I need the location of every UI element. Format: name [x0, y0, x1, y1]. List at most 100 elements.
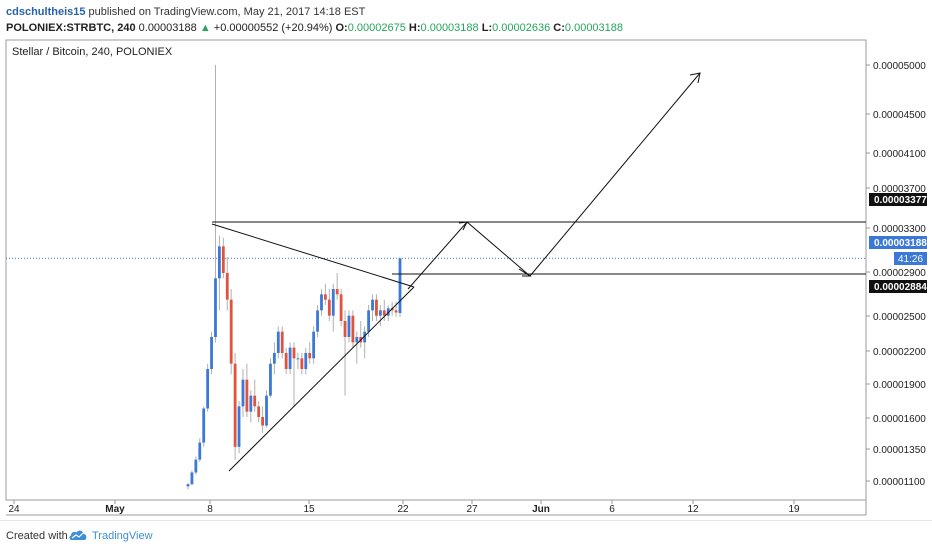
x-tick-label: 27: [466, 504, 478, 515]
level-label-1: 0.00003377: [874, 195, 927, 206]
chart-area[interactable]: Stellar / Bitcoin, 240, POLONIEX 0.00005…: [0, 38, 932, 520]
open-value: 0.00002675: [347, 22, 406, 34]
symbol-line: POLONIEX:STRBTC, 240 0.00003188 ▲ +0.000…: [6, 22, 623, 34]
tradingview-brand[interactable]: TradingView: [92, 530, 153, 542]
candle-body: [382, 310, 386, 316]
candle-body: [324, 294, 327, 300]
x-axis: 24 May 8 15 22 27 Jun 6 12 19: [8, 500, 800, 515]
y-tick-label: 0.00001900: [873, 380, 926, 391]
candle-body: [272, 353, 276, 364]
low-label: L:: [481, 22, 493, 34]
candle-body: [221, 246, 225, 273]
y-tick-label: 0.00002900: [873, 268, 926, 279]
low-value: 0.00002636: [492, 22, 551, 34]
arrowhead-1-icon: [458, 221, 468, 231]
candle-body: [225, 273, 229, 300]
author-link[interactable]: cdschultheis15: [6, 6, 86, 18]
close-value: 0.00003188: [564, 22, 624, 34]
candle-body: [257, 406, 261, 417]
candle-body: [245, 379, 249, 412]
x-tick-label: 8: [207, 504, 213, 515]
high-value: 0.00003188: [420, 22, 479, 34]
candle-body: [206, 369, 210, 409]
chart-header: cdschultheis15 published on TradingView.…: [0, 0, 932, 38]
candle-body: [394, 310, 398, 313]
countdown-label: 41:26: [898, 254, 923, 265]
candle-body: [343, 321, 347, 337]
change-value: +0.00000552 (+20.94%): [213, 22, 333, 34]
candle-body: [308, 353, 312, 359]
arrowhead-3-icon: [689, 72, 701, 84]
projection-path: [407, 72, 701, 290]
candle-body: [398, 258, 402, 313]
candle-body: [316, 310, 319, 332]
candle-body: [202, 408, 206, 443]
candle-body: [292, 347, 296, 359]
candle-body: [229, 299, 233, 364]
tradingview-cloud-icon[interactable]: [68, 528, 88, 542]
price-value: 0.00003188: [138, 22, 197, 34]
candle-body: [378, 310, 382, 316]
triangle-lower-line: [228, 286, 415, 472]
high-label: H:: [408, 22, 421, 34]
x-tick-label: 12: [687, 504, 699, 515]
symbol-label: POLONIEX:STRBTC, 240: [6, 22, 136, 34]
publish-line: cdschultheis15 published on TradingView.…: [6, 6, 365, 18]
candle-body: [339, 294, 343, 321]
candle-body: [210, 337, 213, 369]
candle-body: [194, 459, 198, 473]
candle-body: [335, 289, 339, 295]
candle-body: [284, 353, 288, 369]
candle-body: [237, 406, 241, 447]
last-price-label-bg: [869, 236, 927, 249]
candle-body: [371, 299, 374, 311]
x-tick-label: 19: [788, 504, 800, 515]
arrowhead-2-icon: [518, 268, 532, 277]
x-tick-label: Jun: [532, 504, 550, 515]
y-tick-label: 0.00001350: [873, 445, 926, 456]
candle-body: [375, 299, 378, 316]
y-tick-label: 0.00003300: [873, 224, 926, 235]
candle-body: [198, 442, 202, 460]
candle-body: [249, 395, 253, 412]
candle-body: [367, 310, 370, 332]
candle-body: [288, 347, 292, 369]
x-tick-label: 22: [397, 504, 409, 515]
candle-body: [296, 358, 300, 360]
candle-body: [218, 246, 221, 279]
candle-body: [233, 363, 237, 447]
candles: [186, 65, 402, 490]
candle-body: [331, 289, 335, 316]
candle-body: [241, 379, 245, 407]
chart-title: Stellar / Bitcoin, 240, POLONIEX: [12, 46, 173, 58]
candle-body: [280, 331, 284, 353]
candle-body: [304, 353, 308, 369]
triangle-upper-line: [211, 223, 415, 288]
y-tick-label: 0.00004500: [873, 110, 926, 121]
candle-body: [363, 331, 367, 343]
x-tick-label: 15: [303, 504, 315, 515]
y-tick-label: 0.00005000: [873, 61, 926, 72]
drawings: [211, 72, 866, 472]
candle-body: [355, 337, 359, 343]
candle-body: [269, 363, 272, 396]
open-label: O:: [335, 22, 348, 34]
level-label-2: 0.00002884: [874, 282, 927, 293]
last-price-label: 0.00003188: [874, 238, 927, 249]
countdown-label-bg: [894, 252, 927, 265]
y-tick-label: 0.00002500: [873, 312, 926, 323]
candle-body: [265, 395, 268, 426]
y-tick-label: 0.00004100: [873, 149, 926, 160]
candle-body: [214, 278, 217, 337]
y-tick-label: 0.00002200: [873, 347, 926, 358]
candle-body: [276, 331, 280, 353]
price-chart[interactable]: Stellar / Bitcoin, 240, POLONIEX 0.00005…: [0, 38, 932, 520]
x-tick-label: May: [105, 504, 125, 515]
footer: Created with TradingView: [0, 520, 932, 551]
level-label-1-bg: [869, 193, 927, 206]
candle-body: [186, 484, 190, 487]
x-tick-label: 24: [8, 504, 20, 515]
change-up-icon: ▲: [199, 22, 211, 34]
created-with-label: Created with: [6, 530, 68, 542]
pane-border: [5, 39, 867, 501]
